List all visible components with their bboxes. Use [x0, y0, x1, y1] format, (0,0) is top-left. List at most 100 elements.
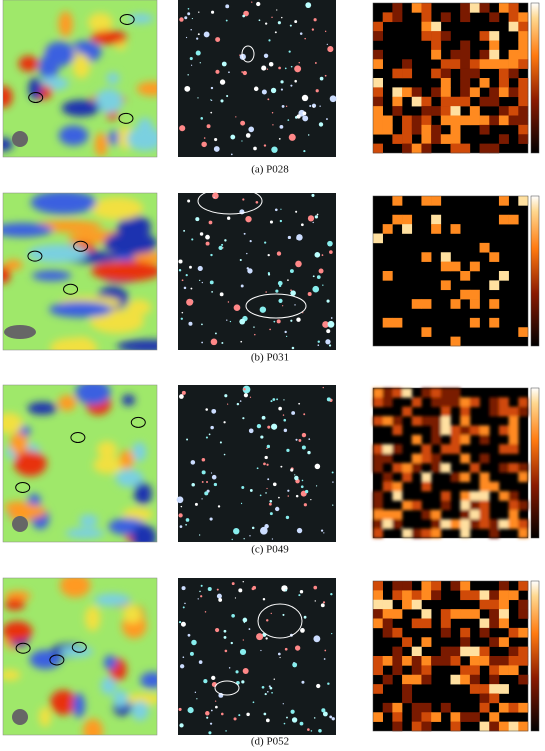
pixel: [498, 87, 509, 98]
pixel: [440, 416, 451, 426]
pixel: [402, 590, 413, 601]
star: [205, 234, 210, 240]
pixel: [392, 463, 403, 473]
star: [295, 260, 302, 268]
star: [242, 70, 247, 76]
star: [265, 718, 270, 723]
star: [266, 487, 268, 490]
pixel: [479, 627, 490, 638]
pixel: [392, 388, 403, 398]
blob: [90, 30, 128, 45]
pixel: [382, 656, 393, 666]
pixel: [450, 134, 461, 144]
pixel: [498, 609, 509, 619]
pixel: [431, 388, 442, 398]
star: [225, 730, 227, 732]
star: [183, 229, 186, 232]
pixel: [382, 519, 393, 529]
pixel-map: [372, 2, 540, 154]
pixel: [450, 712, 461, 722]
star: [294, 475, 299, 481]
pixel: [402, 674, 413, 685]
pixel: [489, 599, 500, 610]
star: [201, 481, 204, 483]
star: [321, 708, 326, 713]
pixel: [508, 646, 519, 657]
beam: [4, 325, 36, 339]
star: [266, 68, 269, 70]
star: [189, 651, 194, 656]
pixel: [421, 528, 432, 539]
pixel: [373, 59, 383, 69]
pixel: [392, 712, 403, 722]
star: [217, 505, 221, 508]
pixel: [421, 444, 432, 454]
pixel: [431, 463, 442, 473]
blob: [9, 432, 28, 455]
pixel: [373, 656, 383, 666]
star: [331, 717, 335, 721]
pixel: [469, 68, 480, 79]
pixel-frame: [372, 580, 529, 732]
pixel: [508, 721, 519, 732]
pixel: [440, 519, 451, 529]
pixel: [421, 12, 432, 23]
star: [253, 86, 259, 92]
star: [267, 253, 270, 257]
star: [249, 489, 253, 492]
star: [218, 245, 223, 251]
star: [268, 502, 272, 506]
star: [291, 411, 296, 415]
pixel: [518, 397, 529, 408]
star: [252, 701, 255, 704]
star: [304, 37, 306, 40]
star: [280, 80, 284, 84]
pixel: [421, 609, 432, 619]
pixel: [373, 463, 383, 473]
pixel: [392, 590, 403, 601]
pixel: [498, 68, 509, 79]
blob: [91, 260, 157, 282]
blob: [30, 193, 97, 215]
pixel: [373, 609, 383, 619]
pixel: [489, 397, 500, 408]
pixel: [498, 271, 509, 281]
star: [329, 715, 333, 719]
star: [210, 425, 214, 430]
pixel: [518, 519, 529, 529]
star: [327, 46, 334, 53]
blob: [79, 514, 98, 527]
star: [233, 527, 240, 535]
pixel: [373, 106, 383, 116]
star: [294, 304, 296, 306]
blob: [94, 593, 131, 607]
star: [314, 252, 321, 258]
pixel: [440, 87, 451, 98]
pixel: [382, 397, 393, 408]
star: [182, 656, 185, 659]
contour: [118, 112, 134, 124]
contour: [49, 654, 65, 666]
pixel: [518, 627, 529, 638]
star: [276, 398, 279, 401]
image-background: [178, 385, 336, 542]
pixel: [508, 519, 519, 529]
star: [261, 89, 267, 95]
star: [282, 613, 285, 616]
image-background: [178, 578, 336, 735]
star: [191, 639, 197, 646]
star: [269, 512, 273, 516]
pixel: [469, 590, 480, 601]
star: [280, 465, 283, 468]
star: [178, 269, 182, 272]
pixel: [392, 214, 403, 225]
pixel: [518, 21, 529, 32]
pixel: [450, 49, 461, 60]
star: [225, 19, 228, 22]
star: [303, 503, 307, 507]
pixel: [421, 581, 432, 591]
pixel: [479, 721, 490, 732]
star: [291, 717, 298, 723]
pixel: [373, 397, 383, 408]
